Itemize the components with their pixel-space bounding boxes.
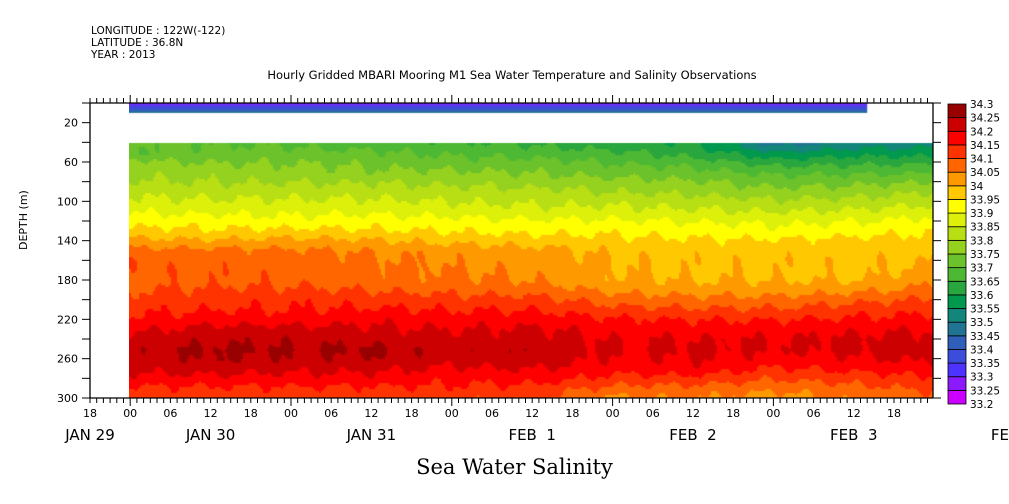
colorbar-swatch: [947, 376, 967, 391]
colorbar-label: 33.45: [970, 331, 1000, 343]
x-hour-tick-label: 12: [204, 407, 218, 420]
colorbar-swatch: [947, 308, 967, 323]
colorbar-swatch: [947, 253, 967, 269]
x-date-label: JAN 30: [185, 426, 236, 444]
colorbar-label: 33.6: [970, 290, 994, 302]
x-hour-tick-label: 12: [525, 407, 539, 420]
colorbar-swatch: [947, 103, 967, 119]
colorbar-label: 34.05: [970, 167, 1000, 179]
colorbar-swatch: [947, 226, 967, 241]
latitude-label: LATITUDE : 36.8N: [91, 37, 184, 49]
colorbar-swatch: [947, 212, 967, 228]
x-hour-tick-label: 00: [445, 407, 459, 420]
colorbar-swatch: [947, 144, 967, 159]
x-date-label: FEB 4: [991, 426, 1009, 444]
y-tick-label: 300: [57, 392, 78, 405]
colorbar-label: 33.9: [970, 208, 993, 220]
colorbar-label: 34.2: [970, 126, 993, 138]
x-hour-tick-label: 18: [726, 407, 740, 420]
colorbar-label: 33.25: [970, 385, 1000, 397]
colorbar-label: 33.7: [970, 263, 993, 275]
colorbar-swatch: [947, 130, 967, 146]
salinity-heatmap: [129, 103, 933, 398]
colorbar-swatch: [947, 185, 967, 200]
colorbar-swatch: [947, 158, 967, 173]
x-date-label: FEB 1: [508, 426, 555, 444]
colorbar-swatch: [947, 199, 967, 214]
colorbar-swatch: [947, 362, 967, 378]
x-date-label: FEB 2: [669, 426, 716, 444]
colorbar-swatch: [947, 294, 967, 309]
x-hour-tick-label: 06: [807, 407, 821, 420]
colorbar-label: 33.8: [970, 235, 993, 247]
colorbar-label: 34.3: [970, 99, 993, 111]
x-hour-tick-label: 12: [686, 407, 700, 420]
colorbar-swatch: [947, 239, 967, 255]
x-hour-tick-label: 00: [766, 407, 780, 420]
colorbar-label: 33.2: [970, 399, 993, 411]
colorbar-label: 33.5: [970, 317, 993, 329]
x-date-label: JAN 31: [346, 426, 397, 444]
longitude-label: LONGITUDE : 122W(-122): [91, 25, 226, 37]
colorbar-label: 33.75: [970, 249, 1000, 261]
y-tick-label: 60: [64, 156, 78, 169]
x-hour-tick-label: 12: [364, 407, 378, 420]
x-hour-tick-label: 18: [83, 407, 97, 420]
colorbar-swatch: [947, 389, 967, 405]
colorbar-swatch: [947, 171, 967, 187]
x-hour-tick-label: 00: [123, 407, 137, 420]
colorbar-label: 33.95: [970, 194, 1000, 206]
x-hour-tick-label: 18: [405, 407, 419, 420]
colorbar-label: 34: [970, 181, 984, 193]
x-hour-tick-label: 06: [324, 407, 338, 420]
colorbar-label: 33.4: [970, 344, 994, 356]
colorbar-swatch: [947, 117, 967, 132]
colorbar-label: 34.1: [970, 154, 993, 166]
x-hour-tick-label: 18: [887, 407, 901, 420]
x-hour-tick-label: 00: [606, 407, 620, 420]
y-tick-label: 260: [57, 353, 78, 366]
colorbar-swatch: [947, 280, 967, 296]
x-hour-tick-label: 00: [284, 407, 298, 420]
x-hour-tick-label: 18: [244, 407, 258, 420]
y-tick-label: 180: [57, 274, 78, 287]
colorbar-swatch: [947, 349, 967, 364]
colorbar-swatch: [947, 267, 967, 282]
colorbar-swatch: [947, 321, 967, 337]
colorbar-swatch: [947, 335, 967, 350]
colorbar-label: 33.55: [970, 304, 1000, 316]
x-axis-title: Sea Water Salinity: [416, 455, 613, 479]
x-date-label: FEB 3: [830, 426, 877, 444]
x-hour-tick-label: 06: [163, 407, 177, 420]
y-tick-label: 140: [57, 235, 78, 248]
y-tick-label: 100: [57, 195, 78, 208]
x-hour-tick-label: 18: [565, 407, 579, 420]
colorbar-label: 33.35: [970, 358, 1000, 370]
colorbar-label: 34.15: [970, 140, 1000, 152]
colorbar-label: 33.65: [970, 276, 1000, 288]
colorbar-label: 33.3: [970, 372, 993, 384]
x-date-label: JAN 29: [64, 426, 115, 444]
chart-title: Hourly Gridded MBARI Mooring M1 Sea Wate…: [267, 68, 757, 82]
colorbar-label: 34.25: [970, 113, 1000, 125]
x-hour-tick-label: 06: [485, 407, 499, 420]
x-hour-tick-label: 06: [646, 407, 660, 420]
colorbar-label: 33.85: [970, 222, 1000, 234]
year-label: YEAR : 2013: [91, 49, 156, 61]
y-tick-label: 20: [64, 117, 78, 130]
x-hour-tick-label: 12: [847, 407, 861, 420]
y-tick-label: 220: [57, 313, 78, 326]
